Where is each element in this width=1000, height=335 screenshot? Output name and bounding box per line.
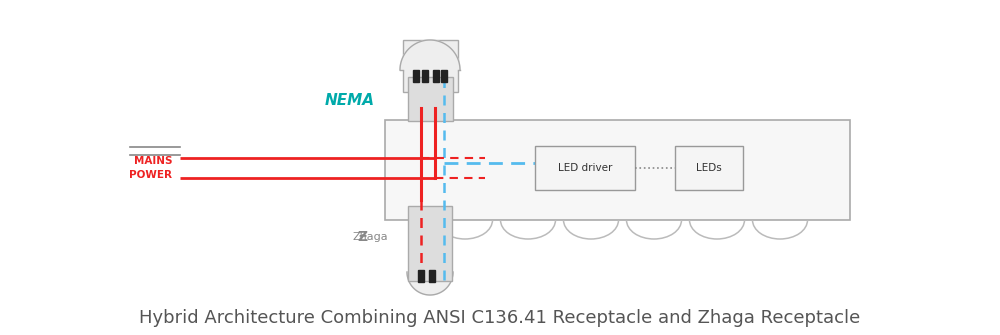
Bar [418,270,424,282]
Bar [413,70,419,82]
FancyBboxPatch shape [385,120,850,220]
Polygon shape [407,272,453,295]
Text: LEDs: LEDs [696,163,722,173]
Bar [408,206,452,281]
Bar [402,40,458,92]
Polygon shape [400,40,460,70]
FancyBboxPatch shape [535,146,635,190]
Text: Hybrid Architecture Combining ANSI C136.41 Receptacle and Zhaga Receptacle: Hybrid Architecture Combining ANSI C136.… [139,309,861,327]
Text: Ƶ: Ƶ [357,230,367,244]
Bar [441,70,447,82]
FancyBboxPatch shape [675,146,743,190]
Bar [433,70,439,82]
Text: Zhaga: Zhaga [352,232,388,242]
Bar [408,77,453,121]
Text: MAINS
POWER: MAINS POWER [129,156,172,180]
Bar [429,270,435,282]
Text: NEMA: NEMA [325,93,375,108]
Bar [422,70,428,82]
Text: LED driver: LED driver [558,163,612,173]
